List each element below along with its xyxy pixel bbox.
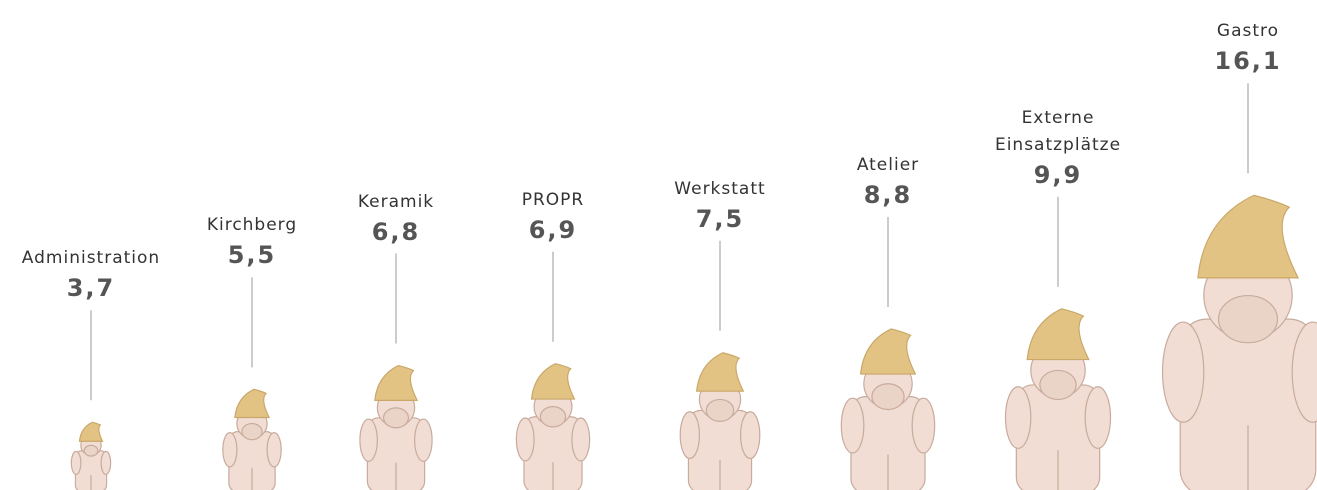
value-label: 8,8 <box>803 179 973 211</box>
value-label: 3,7 <box>6 272 176 304</box>
gnome-beard <box>384 408 409 428</box>
category-label: Keramik <box>311 189 481 216</box>
gnome <box>223 389 281 490</box>
gnome <box>71 422 110 490</box>
gnome-arm <box>101 451 110 474</box>
gnome-arm <box>680 412 699 459</box>
value-label: 16,1 <box>1163 45 1317 77</box>
category-label: PROPR <box>468 187 638 214</box>
value-label: 9,9 <box>973 159 1143 191</box>
value-label: 6,9 <box>468 214 638 246</box>
gnome-beard <box>706 399 733 421</box>
gnome <box>1005 309 1110 490</box>
category-label: Externe Einsatzplätze <box>973 105 1143 159</box>
gnome-beard <box>540 407 565 427</box>
gnome-arm <box>1005 387 1030 449</box>
gnome <box>516 364 589 490</box>
gnome <box>360 366 432 490</box>
gnome-arm <box>71 451 80 474</box>
gnome-hat <box>1027 309 1089 360</box>
gnome-hat <box>235 389 269 417</box>
gnome-hat <box>1198 195 1298 277</box>
category-label: Atelier <box>803 152 973 179</box>
gnome-hat <box>375 366 417 401</box>
gnome-arm <box>741 412 760 459</box>
gnome-hat <box>532 364 575 399</box>
category-label: Werkstatt <box>635 176 805 203</box>
gnome-hat <box>861 329 916 374</box>
gnome-beard <box>1040 370 1076 399</box>
gnome-arm <box>360 419 377 461</box>
gnome-beard <box>84 445 98 456</box>
value-label: 6,8 <box>311 216 481 248</box>
category-label: Administration <box>6 245 176 272</box>
gnome-arm <box>415 419 432 461</box>
gnome-arm <box>267 433 281 467</box>
gnome-beard <box>872 384 904 410</box>
gnome-arm <box>1085 387 1110 449</box>
gnome-arm <box>912 398 935 453</box>
gnome-hat <box>697 353 744 391</box>
gnome-arm <box>572 418 590 461</box>
gnome <box>1163 195 1317 490</box>
category-label: Gastro <box>1163 18 1317 45</box>
gnome-beard <box>1219 296 1278 343</box>
gnome-arm <box>223 433 237 467</box>
value-label: 7,5 <box>635 203 805 235</box>
gnome-hat <box>79 422 102 441</box>
gnome-beard <box>242 424 262 440</box>
gnome-arm <box>516 418 534 461</box>
chart: Administration3,7Kirchberg5,5Keramik6,8P… <box>0 0 1317 490</box>
gnome <box>841 329 934 490</box>
gnome-arm <box>1163 322 1204 422</box>
gnome-arm <box>841 398 864 453</box>
gnome <box>680 353 760 490</box>
